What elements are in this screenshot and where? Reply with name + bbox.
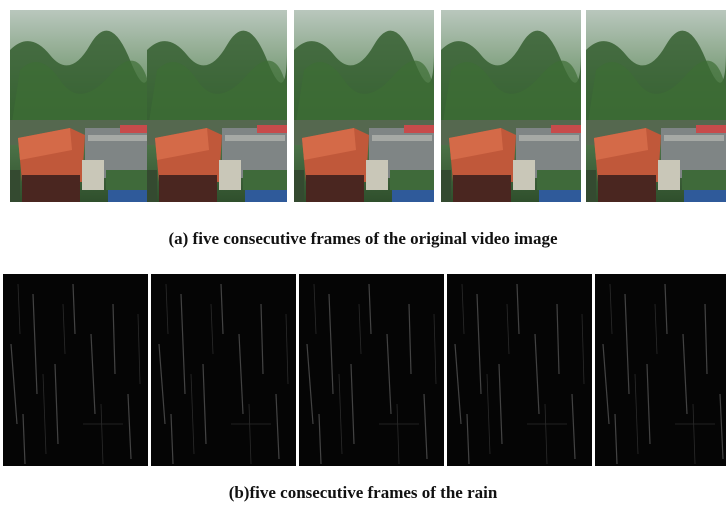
caption: (a) five consecutive frames of the origi… — [168, 229, 558, 248]
rain-frame — [2, 273, 149, 467]
rain-frame — [446, 273, 593, 467]
video-frame — [441, 10, 581, 202]
rain-frame — [298, 273, 445, 467]
caption: (b)five consecutive frames of the rain — [228, 483, 498, 502]
rain-frame — [594, 273, 726, 467]
video-frame — [10, 10, 150, 202]
video-frame — [586, 10, 726, 202]
video-frame — [294, 10, 434, 202]
rain-frame — [150, 273, 297, 467]
video-frame — [147, 10, 287, 202]
